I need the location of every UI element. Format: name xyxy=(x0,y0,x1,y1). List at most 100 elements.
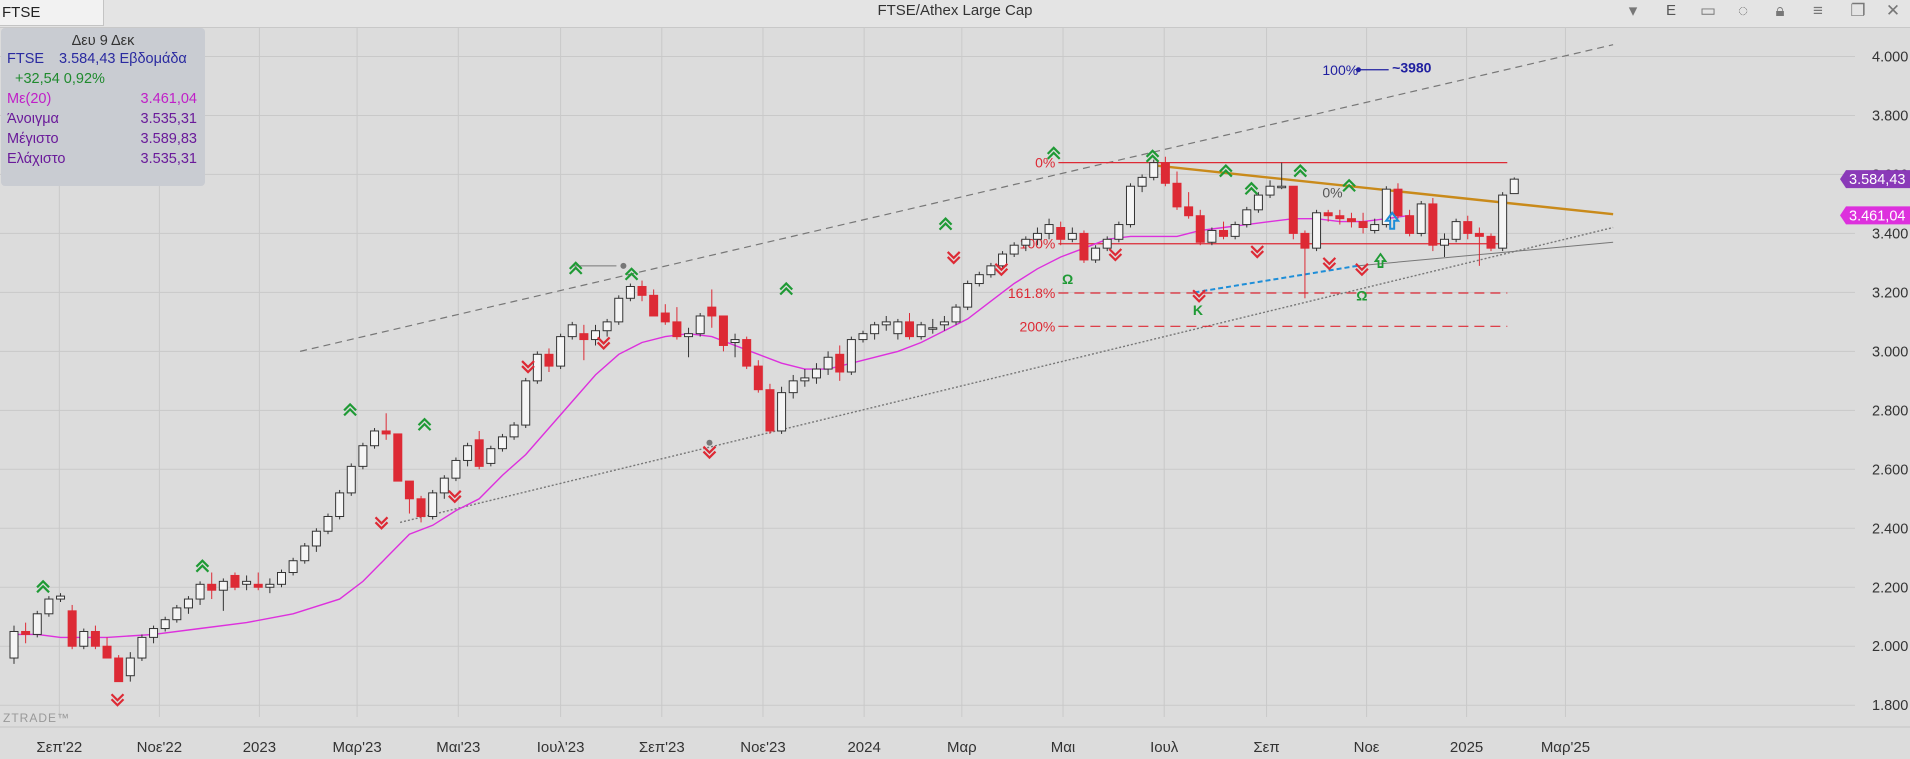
lower-channel-line xyxy=(399,226,1614,524)
candle-body xyxy=(1335,215,1345,220)
candle-body xyxy=(114,657,124,683)
candle-body xyxy=(532,353,542,382)
y-tick-label: 3.400 xyxy=(1872,226,1908,242)
swing-high-chevron xyxy=(779,281,794,296)
candle-body xyxy=(823,356,833,370)
candle-body xyxy=(1509,178,1519,195)
candle-body xyxy=(1195,215,1205,243)
pattern-letter: Ω xyxy=(1062,271,1073,287)
info-date: Δευ 9 Δεκ xyxy=(71,33,135,49)
candle-body xyxy=(32,613,42,635)
candle-body xyxy=(1056,227,1066,240)
info-panel: Δευ 9 Δεκ FTSE 3.584,43 Εβδομάδα +32,54 … xyxy=(1,28,205,186)
price-chart[interactable]: 1.800 2.000 2.200 2.400 2.600 2.800 3.000 3.200… xyxy=(0,27,1910,759)
swing-high-chevron xyxy=(1293,163,1308,178)
candle-body xyxy=(253,583,263,588)
candle-body xyxy=(1312,212,1322,249)
menu-icon[interactable]: ≡ xyxy=(1813,1,1823,20)
symbol-input[interactable]: FTSE xyxy=(0,0,104,26)
swing-high-chevron xyxy=(938,217,953,231)
anchor-dot xyxy=(620,262,627,269)
candle-body xyxy=(1207,229,1217,243)
fib-right-label-0: 0% xyxy=(1322,185,1342,201)
candle-body xyxy=(881,321,891,326)
candle-body xyxy=(242,580,252,585)
candle-body xyxy=(1067,232,1077,240)
ma-price-tag: 3.461,04 xyxy=(1849,208,1905,224)
x-tick-label: Νοε'23 xyxy=(740,739,785,756)
candle-body xyxy=(1451,221,1461,240)
candle-body xyxy=(579,333,589,341)
candle-body xyxy=(137,636,147,659)
y-tick-label: 2.800 xyxy=(1872,403,1908,419)
y-tick-label: 1.800 xyxy=(1872,698,1908,714)
candle-body xyxy=(300,545,310,562)
candle-body xyxy=(811,368,821,379)
ma-price-tag-bg xyxy=(1840,206,1910,225)
candle-body xyxy=(718,315,728,346)
candle-body xyxy=(1439,238,1449,246)
info-ma-label: Με(20) xyxy=(7,91,52,107)
candle-body xyxy=(160,619,170,630)
ma20-line xyxy=(14,214,1410,639)
candle-body xyxy=(660,312,670,323)
info-low-value: 3.535,31 xyxy=(140,151,197,167)
x-tick-label: Μαρ xyxy=(947,739,977,756)
candle-body xyxy=(56,595,66,600)
candle-body xyxy=(1498,194,1508,249)
swing-low-chevron xyxy=(946,251,961,265)
candle-body xyxy=(311,530,321,547)
swing-low-chevron xyxy=(110,693,125,707)
x-tick-label: Μαρ'25 xyxy=(1541,739,1590,756)
restore-icon[interactable]: ❐ xyxy=(1850,1,1866,20)
candle-body xyxy=(1405,215,1415,234)
swing-low-chevron xyxy=(447,490,462,504)
info-open-row: Άνοιγμα 3.535,31 xyxy=(7,109,197,129)
info-low-label: Ελάχιστο xyxy=(7,151,66,167)
y-tick-label: 2.400 xyxy=(1872,521,1908,537)
x-tick-label: Μαι'23 xyxy=(436,739,480,756)
candle-body xyxy=(218,580,228,591)
x-tick-label: Νοε xyxy=(1354,739,1380,756)
candle-body xyxy=(1149,162,1159,178)
candle-body xyxy=(1277,185,1287,189)
candle-body xyxy=(90,630,100,647)
swing-high-chevron xyxy=(36,579,50,594)
fib-label-0: 0% xyxy=(1035,155,1055,171)
candle-body xyxy=(428,492,438,517)
candle-body xyxy=(1486,235,1496,249)
swing-low-chevron xyxy=(1322,257,1337,271)
candle-body xyxy=(602,321,612,332)
x-tick-label: Σεπ'23 xyxy=(639,739,685,756)
edit-mode-button[interactable]: E xyxy=(1665,2,1676,19)
title-bar: FTSE FTSE/Athex Large Cap ▾ E ▭ ◌ 🔒︎ ≡ ❐… xyxy=(0,0,1910,28)
candle-body xyxy=(1381,188,1391,226)
candle-body xyxy=(846,339,856,373)
candle-body xyxy=(637,285,647,296)
lock-icon[interactable]: 🔒︎ xyxy=(1775,1,1785,20)
swing-low-chevron xyxy=(1250,245,1265,259)
x-tick-label: 2024 xyxy=(847,739,880,756)
candle-body xyxy=(1288,185,1298,234)
swing-low-chevron xyxy=(994,262,1009,277)
chevron-down-icon[interactable]: ▾ xyxy=(1628,1,1638,20)
candle-body xyxy=(951,306,961,323)
candle-body xyxy=(1230,224,1240,237)
info-high-value: 3.589,83 xyxy=(140,131,197,147)
candle-body xyxy=(416,498,426,517)
comment-icon[interactable]: ◌ xyxy=(1737,1,1749,20)
info-ma-value: 3.461,04 xyxy=(140,91,197,107)
candle-body xyxy=(800,377,810,382)
layout-icon[interactable]: ▭ xyxy=(1699,1,1717,20)
candle-body xyxy=(1009,244,1019,255)
candle-body xyxy=(1219,229,1229,237)
candle-body xyxy=(986,265,996,276)
candle-body xyxy=(916,324,926,338)
candle-body xyxy=(998,253,1008,267)
candle-body xyxy=(742,339,752,367)
candle-body xyxy=(183,598,193,609)
candle-body xyxy=(730,339,740,344)
swing-high-chevron xyxy=(195,559,210,573)
close-icon[interactable]: ✕ xyxy=(1885,1,1901,20)
upper-channel-line xyxy=(299,44,1614,352)
